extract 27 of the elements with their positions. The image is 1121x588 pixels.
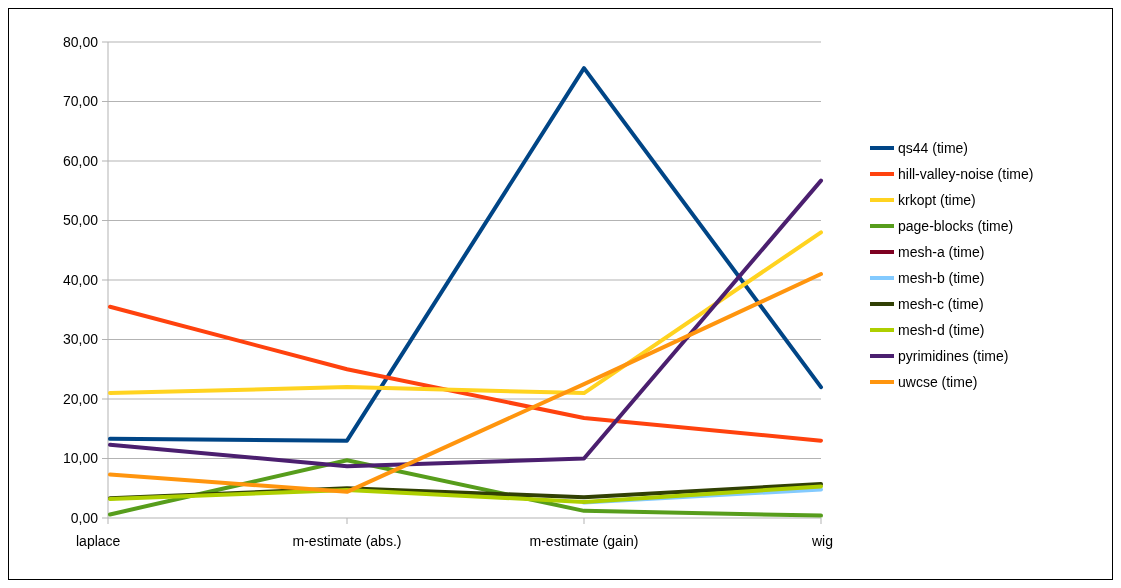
legend-label: mesh-d (time): [898, 321, 985, 338]
y-tick-label: 0,00: [70, 509, 99, 526]
legend-label: hill-valley-noise (time): [898, 165, 1034, 182]
legend-label: uwcse (time): [898, 373, 978, 390]
line-series: [108, 66, 823, 443]
y-tick-label: 70,00: [62, 93, 99, 110]
y-tick-label: 50,00: [62, 212, 99, 229]
legend-label: mesh-b (time): [898, 269, 985, 286]
legend-label: mesh-c (time): [898, 295, 984, 312]
x-tick-label: wig: [810, 533, 833, 549]
legend-label: page-blocks (time): [898, 217, 1014, 234]
y-tick-label: 10,00: [62, 450, 99, 467]
legend-label: krkopt (time): [898, 191, 976, 208]
x-tick-label: laplace: [76, 533, 121, 549]
line-series: [108, 178, 823, 469]
legend-label: mesh-a (time): [898, 243, 985, 260]
y-tick-label: 80,00: [62, 33, 99, 50]
legend-label: qs44 (time): [898, 139, 969, 156]
legend-label: pyrimidines (time): [898, 347, 1009, 364]
x-tick-label: m-estimate (gain): [529, 533, 639, 549]
line-series: [108, 304, 823, 443]
line-series: [108, 272, 823, 494]
y-tick-label: 20,00: [62, 390, 99, 407]
x-tick-label: m-estimate (abs.): [292, 533, 402, 549]
y-tick-label: 60,00: [62, 152, 99, 169]
y-tick-label: 40,00: [62, 271, 99, 288]
y-tick-label: 30,00: [62, 331, 99, 348]
